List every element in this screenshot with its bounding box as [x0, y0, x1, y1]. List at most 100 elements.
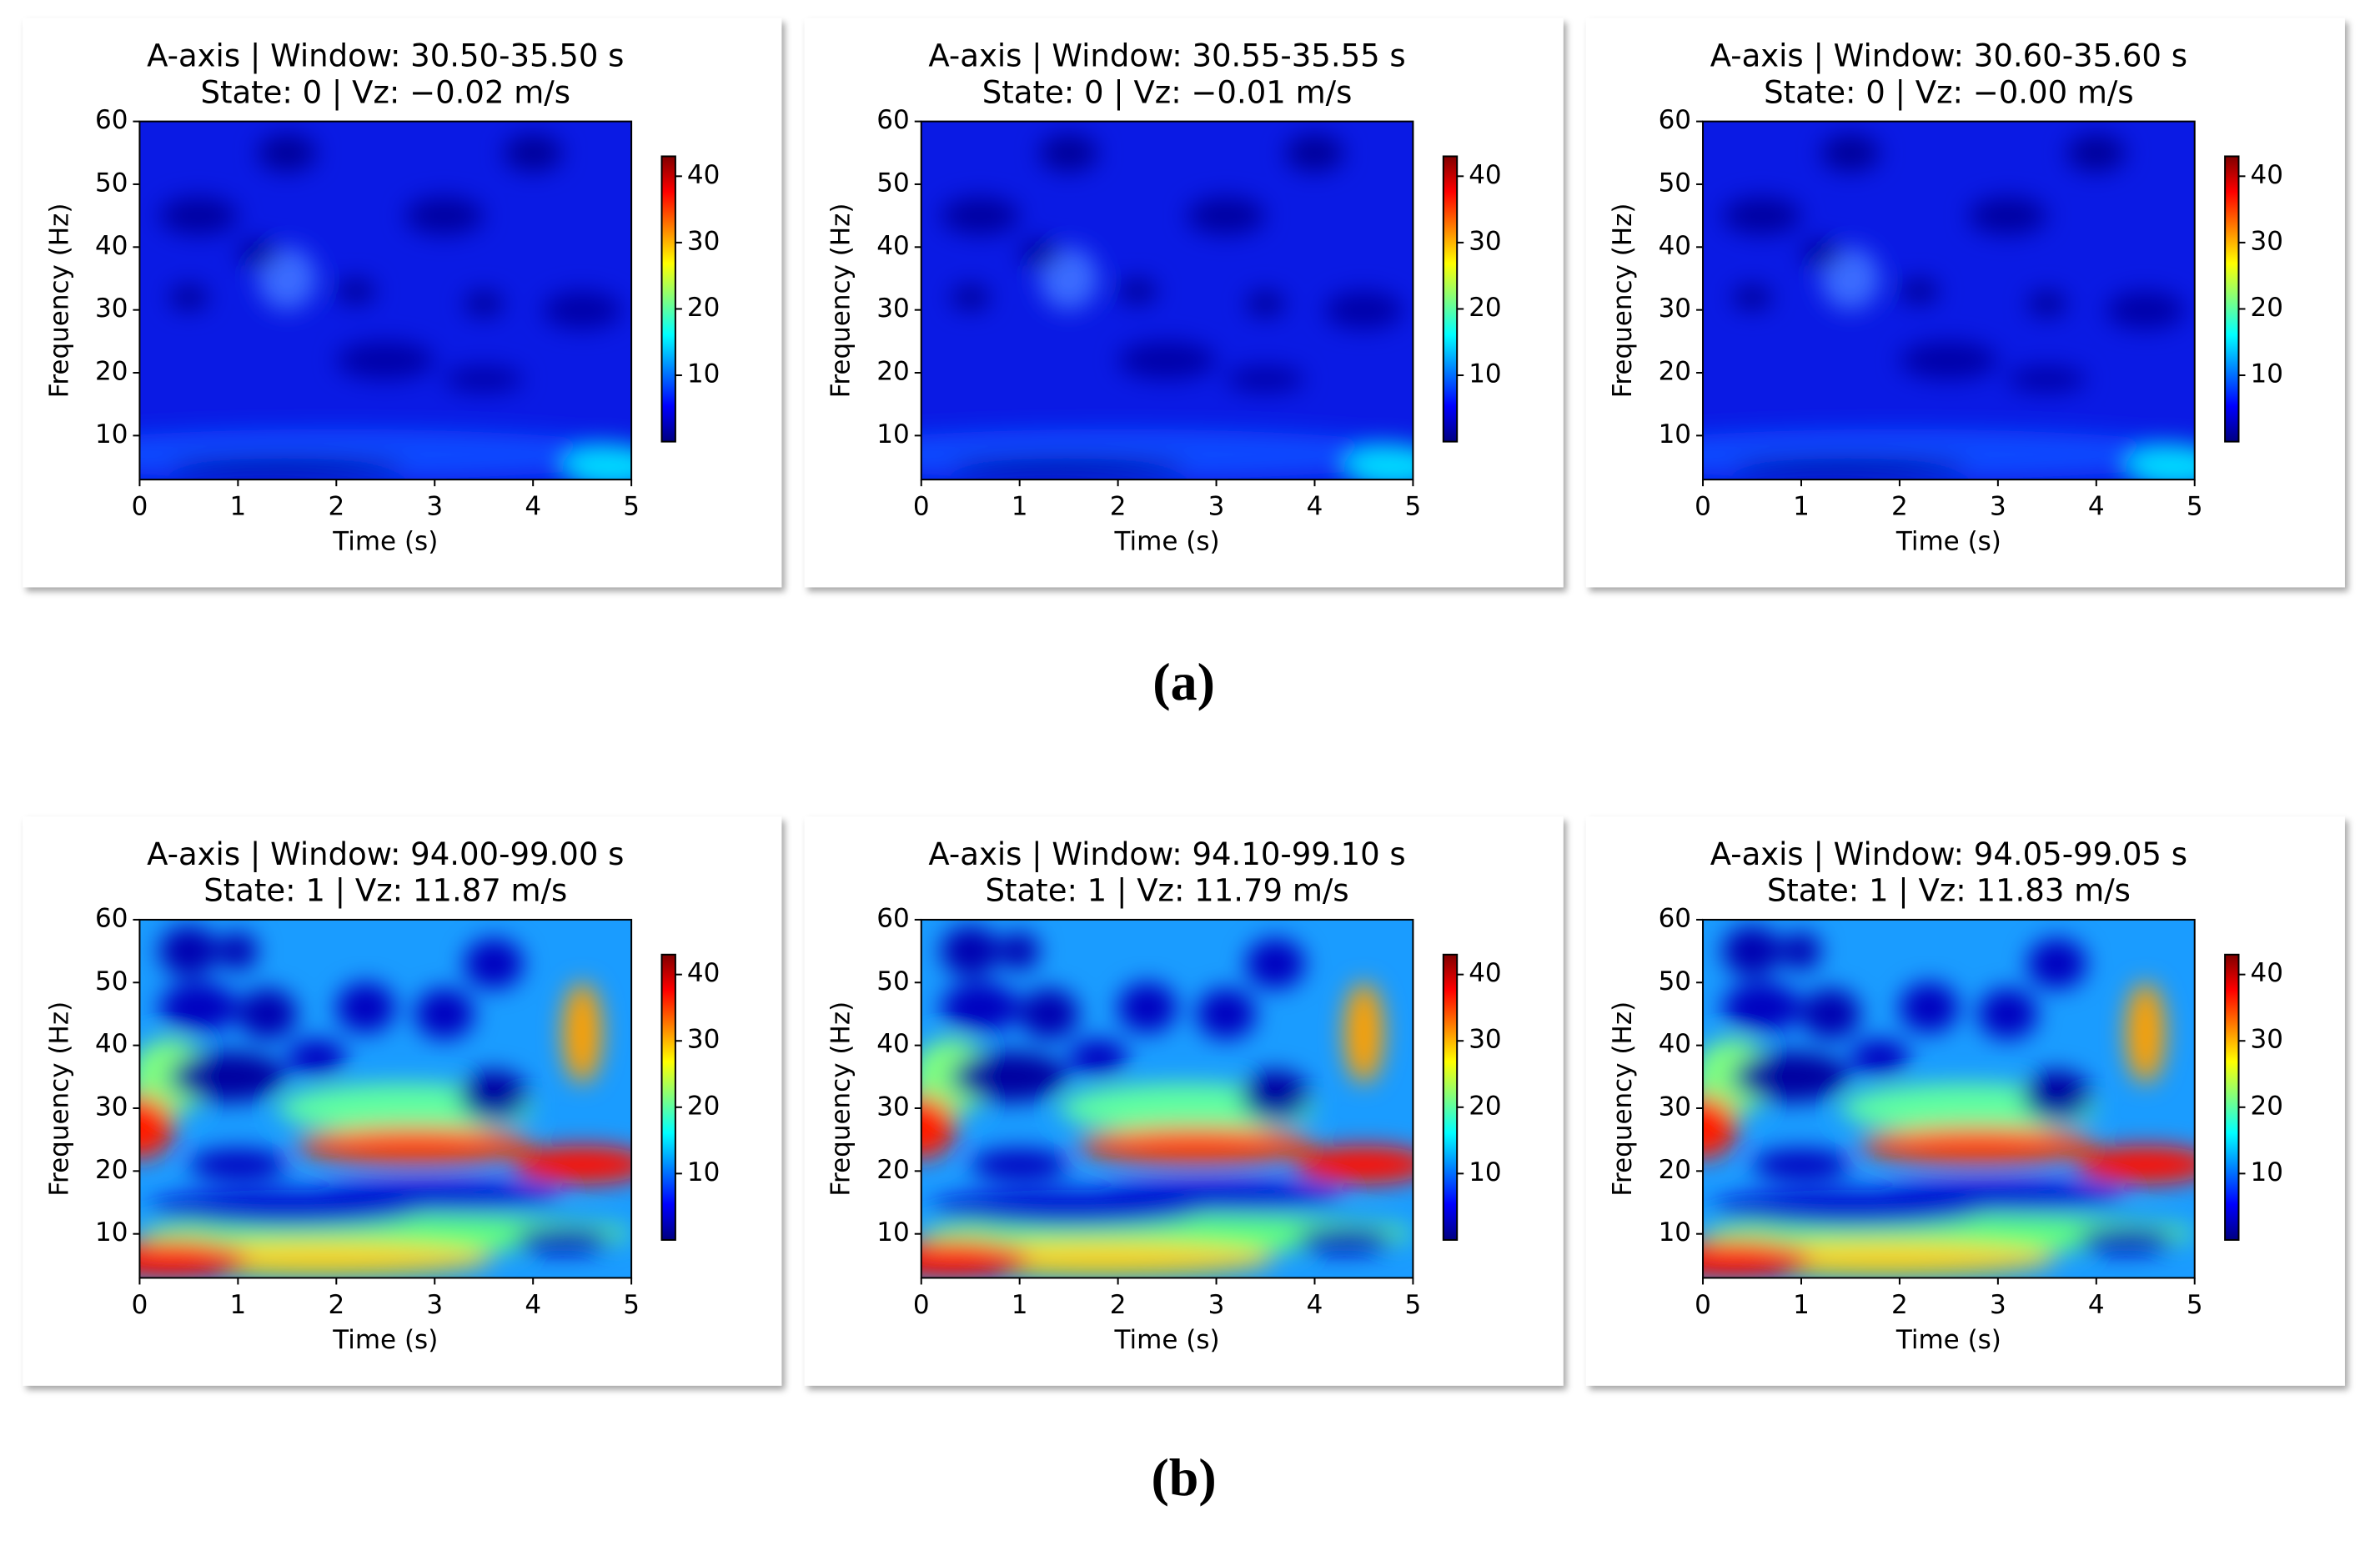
y-tick-label: 30 — [1659, 294, 1691, 324]
heatmap-blob — [1117, 982, 1177, 1033]
y-tick-label: 60 — [1659, 903, 1691, 933]
x-tick-label: 1 — [230, 492, 247, 522]
x-axis-label: Time (s) — [332, 527, 438, 557]
colorbar — [2224, 953, 2240, 1241]
x-tick-label: 3 — [1208, 1290, 1225, 1320]
x-tick-label: 4 — [1307, 1290, 1323, 1320]
x-tick-label: 5 — [2187, 1290, 2203, 1320]
heatmap-blob — [951, 284, 991, 310]
heatmap-field — [1703, 926, 2195, 1278]
heatmap-blob — [1722, 982, 1801, 1033]
heatmap-blob — [1241, 1070, 1310, 1122]
y-tick-label: 50 — [95, 966, 128, 996]
y-tick-label: 60 — [1659, 105, 1691, 135]
heatmap-blob — [1039, 247, 1099, 310]
colorbar-tick-label: 40 — [2251, 160, 2283, 190]
y-tick-label: 60 — [95, 105, 128, 135]
heatmap-blob — [159, 982, 239, 1033]
heatmap-blob — [414, 988, 474, 1040]
colorbar-tick-label: 10 — [1469, 359, 1501, 389]
heatmap-blob — [1039, 133, 1099, 172]
heatmap-blob — [336, 278, 376, 304]
heatmap-blob — [1732, 1052, 1850, 1102]
colorbar — [660, 953, 676, 1241]
x-tick-label: 4 — [525, 1290, 541, 1320]
heatmap-blob — [1800, 988, 1860, 1040]
heatmap-blob — [444, 366, 524, 392]
x-tick-label: 0 — [913, 492, 930, 522]
heatmap-blob — [168, 1052, 288, 1102]
y-tick-label: 50 — [95, 168, 128, 198]
y-tick-label: 50 — [1659, 966, 1691, 996]
heatmap-blob — [2066, 133, 2126, 172]
x-tick-label: 3 — [1208, 492, 1225, 522]
heatmap-blob — [1000, 931, 1040, 971]
heatmap-blob — [159, 926, 218, 976]
heatmap-blob — [1019, 240, 1059, 266]
chart-title: A-axis | Window: 94.05-99.05 s — [1710, 836, 2187, 872]
heatmap-blob — [188, 1148, 288, 1181]
y-tick-label: 60 — [876, 903, 909, 933]
colorbar — [1442, 953, 1459, 1241]
heatmap-blob — [1899, 341, 1998, 379]
x-axis-label: Time (s) — [1114, 1325, 1220, 1355]
heatmap-blob — [1722, 926, 1782, 976]
colorbar-tick-label: 40 — [687, 958, 720, 988]
x-tick-label: 5 — [2187, 492, 2203, 522]
x-tick-label: 4 — [525, 492, 541, 522]
heatmap-blob — [1800, 240, 1841, 266]
chart-subtitle: State: 0 | Vz: −0.00 m/s — [1764, 74, 2134, 110]
x-tick-label: 1 — [1793, 492, 1810, 522]
colorbar-tick-label: 40 — [1469, 958, 1501, 988]
heatmap-blob — [297, 1127, 534, 1165]
y-tick-label: 20 — [95, 1155, 128, 1185]
heatmap-blob — [1781, 931, 1821, 971]
x-tick-label: 1 — [1012, 1290, 1028, 1320]
y-axis-label: Frequency (Hz) — [44, 203, 74, 398]
y-tick-label: 50 — [876, 966, 909, 996]
heatmap-blob — [2106, 291, 2185, 329]
heatmap-field — [921, 133, 1413, 480]
colorbar-tick-label: 20 — [1469, 293, 1501, 323]
colorbar — [2224, 155, 2240, 443]
heatmap-blob — [1703, 1095, 1738, 1159]
heatmap-blob — [921, 1240, 1030, 1278]
colorbar-tick-label: 30 — [2251, 1025, 2283, 1055]
plot-frame — [1702, 918, 2196, 1279]
heatmap-blob — [218, 931, 258, 971]
heatmap-blob — [139, 1095, 174, 1159]
x-axis-label: Time (s) — [332, 1325, 438, 1355]
y-axis-label: Frequency (Hz) — [44, 1001, 74, 1197]
colorbar-tick-label: 20 — [2251, 293, 2283, 323]
colorbar-tick-label: 20 — [687, 1091, 720, 1121]
x-tick-label: 0 — [1695, 1290, 1711, 1320]
heatmap-blob — [1187, 197, 1266, 235]
heatmap-blob — [1285, 133, 1344, 172]
heatmap-blob — [1860, 1127, 2096, 1165]
y-tick-label: 40 — [1659, 231, 1691, 261]
heatmap-blob — [941, 197, 1020, 235]
heatmap-blob — [1117, 278, 1157, 304]
y-tick-label: 40 — [95, 1029, 128, 1059]
heatmap-blob — [1019, 988, 1079, 1040]
heatmap-blob — [257, 247, 317, 310]
heatmap-blob — [1324, 291, 1403, 329]
chart-title: A-axis | Window: 30.55-35.55 s — [928, 38, 1405, 74]
heatmap-blob — [2126, 444, 2195, 480]
heatmap-blob — [1245, 291, 1286, 317]
heatmap-blob — [139, 1240, 249, 1278]
x-tick-label: 0 — [1695, 492, 1711, 522]
colorbar-tick-label: 30 — [1469, 1025, 1501, 1055]
heatmap-blob — [459, 1070, 529, 1122]
plot-frame — [1702, 120, 2196, 481]
heatmap-blob — [1088, 1180, 1344, 1212]
x-tick-label: 1 — [1012, 492, 1028, 522]
colorbar-tick-label: 30 — [687, 226, 720, 256]
heatmap-blob — [970, 1148, 1069, 1181]
y-tick-label: 40 — [1659, 1029, 1691, 1059]
